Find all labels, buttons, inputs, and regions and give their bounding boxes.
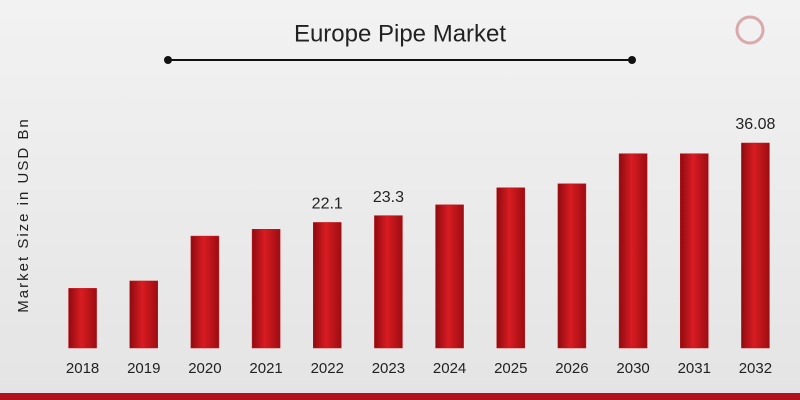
x-tick-label: 2026: [555, 360, 588, 377]
bar: [190, 235, 220, 349]
y-axis-label: Market Size in USD Bn: [15, 117, 32, 312]
x-tick-label: 2018: [66, 360, 99, 377]
footer-strip: [0, 393, 800, 400]
x-tick-label: 2030: [616, 360, 649, 377]
bar: [129, 280, 158, 349]
x-tick-label: 2024: [433, 360, 466, 377]
bar: [557, 183, 587, 349]
x-tick-label: 2020: [188, 360, 221, 377]
rule-dot: [164, 56, 172, 64]
bar: [496, 187, 525, 349]
x-tick-label: 2032: [739, 360, 772, 377]
x-tick-label: 2021: [249, 360, 282, 377]
x-tick-label: 2022: [311, 360, 344, 377]
x-tick-label: 2025: [494, 360, 527, 377]
data-label: 22.1: [312, 196, 343, 213]
bar: [68, 288, 97, 349]
x-tick-label: 2023: [372, 360, 405, 377]
rule-dot: [628, 56, 636, 64]
bar: [680, 153, 709, 349]
x-tick-label: 2031: [678, 360, 711, 377]
bar: [374, 215, 403, 349]
bar: [741, 142, 770, 349]
bar: [313, 222, 342, 349]
bar: [251, 229, 281, 349]
data-label: 36.08: [735, 116, 775, 133]
chart-title: Europe Pipe Market: [294, 20, 506, 47]
x-tick-label: 2019: [127, 360, 160, 377]
data-label: 23.3: [373, 189, 404, 206]
bar: [618, 153, 648, 349]
bar: [435, 204, 464, 349]
logo: [735, 15, 765, 45]
